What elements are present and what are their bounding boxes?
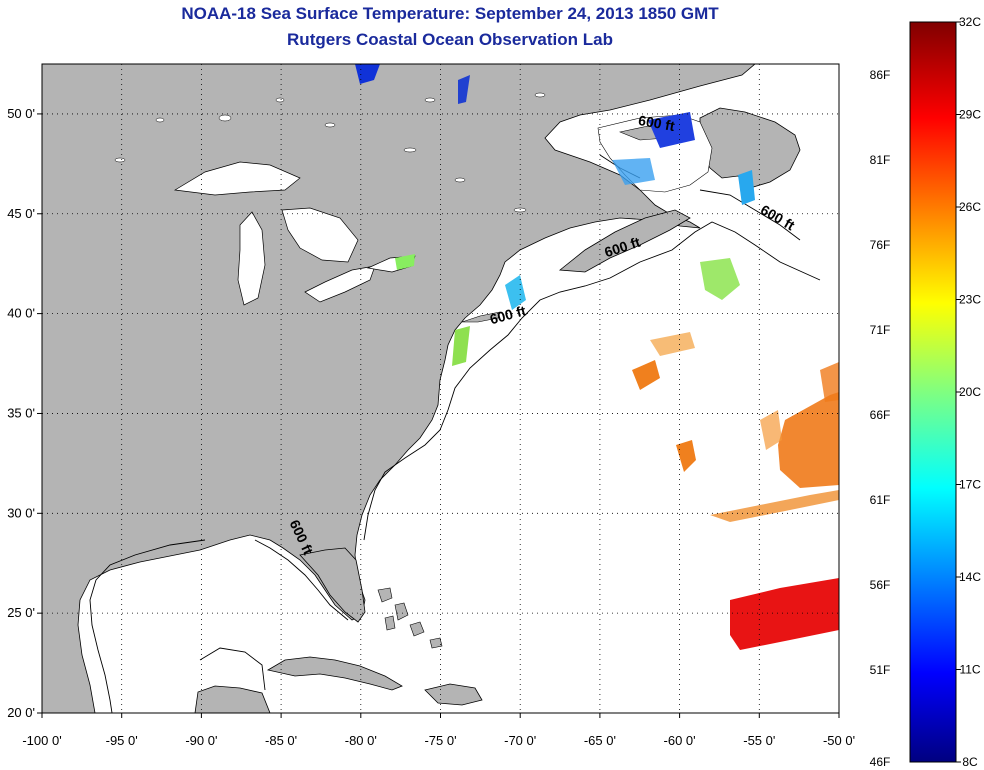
sst-patch-gulf-of-maine (505, 275, 526, 310)
lon-tick-label: -90 0' (185, 733, 217, 748)
lat-tick-label: 30 0' (7, 505, 35, 520)
lat-tick-label: 25 0' (7, 605, 35, 620)
sst-patch-hudson-bay (355, 64, 380, 84)
sst-patch-south-warm (730, 578, 839, 650)
colorbar-fahrenheit-label: 56F (870, 578, 891, 592)
longitude-axis: -100 0' -95 0' -90 0' -85 0' -80 0' -75 0' -70… (22, 713, 855, 748)
sst-patch-st-lawrence (648, 112, 695, 148)
colorbar-fahrenheit-label: 81F (870, 153, 891, 167)
great-lakes (173, 161, 416, 306)
lat-tick-label: 45 0' (7, 206, 35, 221)
sst-patch-central-1 (632, 360, 660, 390)
lon-tick-label: -60 0' (664, 733, 696, 748)
land-hispaniola (424, 683, 483, 706)
land-florida (299, 547, 366, 623)
lon-tick-label: -100 0' (22, 733, 61, 748)
colorbar-gradient (909, 21, 957, 763)
lon-tick-label: -55 0' (743, 733, 775, 748)
colorbar-celsius-label: 26C (959, 200, 981, 214)
colorbar-celsius-label: 23C (959, 293, 981, 307)
sst-patch-lake-erie (395, 254, 415, 270)
colorbar-fahrenheit-label: 71F (870, 323, 891, 337)
colorbar-fahrenheit-label: 51F (870, 663, 891, 677)
land-long-island (461, 311, 501, 323)
colorbar-celsius-label: 20C (959, 385, 981, 399)
temperature-colorbar: 86F 81F 76F 71F 66F 61F 56F 51F 46F 32C 29C 26C 23C… (870, 15, 982, 769)
sst-patch-georges-bank (700, 258, 740, 300)
map-subtitle: Rutgers Coastal Ocean Observation Lab (287, 30, 613, 49)
lon-tick-label: -85 0' (265, 733, 297, 748)
land-bahamas (377, 587, 443, 649)
lon-tick-label: -65 0' (584, 733, 616, 748)
lon-tick-label: -80 0' (345, 733, 377, 748)
land-yucatan (194, 685, 271, 713)
land-cuba (266, 656, 403, 691)
lat-tick-label: 40 0' (7, 306, 35, 321)
contour-label-600ft: 600 ft (637, 112, 676, 134)
lat-tick-label: 50 0' (7, 106, 35, 121)
colorbar-fahrenheit-labels: 86F 81F 76F 71F 66F 61F 56F 51F 46F (870, 68, 891, 769)
latitude-axis: 20 0' 25 0' 30 0' 35 0' 40 0' 45 0' 50 0' (7, 106, 42, 720)
colorbar-fahrenheit-label: 66F (870, 408, 891, 422)
colorbar-celsius-label: 11C (959, 663, 980, 677)
colorbar-fahrenheit-label: 76F (870, 238, 891, 252)
sst-patch-east-2 (820, 362, 839, 402)
colorbar-fahrenheit-label: 86F (870, 68, 891, 82)
colorbar-fahrenheit-label: 61F (870, 493, 891, 507)
small-lakes (114, 92, 546, 213)
sst-patch-central-2 (676, 440, 696, 472)
sst-patch-east-1 (760, 410, 782, 450)
sst-patch-central-3 (650, 332, 695, 356)
land-nova-scotia (558, 209, 691, 273)
lon-tick-label: -75 0' (424, 733, 456, 748)
sst-patch-gulf-stream-band (710, 490, 839, 522)
lat-tick-label: 35 0' (7, 405, 35, 420)
colorbar-celsius-label: 14C (959, 570, 981, 584)
land-newfoundland (699, 107, 801, 189)
lat-lon-grid (42, 64, 839, 713)
colorbar-celsius-label: 8C (962, 755, 978, 769)
sst-data-layer (355, 64, 839, 650)
colorbar-fahrenheit-label: 46F (870, 755, 891, 769)
sst-patch-labrador (458, 75, 470, 104)
sst-patch-newfoundland (738, 170, 755, 205)
bathymetry-contour-600ft (89, 154, 821, 713)
lon-tick-label: -95 0' (106, 733, 138, 748)
colorbar-celsius-label: 17C (959, 478, 981, 492)
sst-patch-st-lawrence-2 (612, 158, 655, 185)
lon-tick-label: -50 0' (823, 733, 855, 748)
sst-patch-gulf-stream-ne (778, 392, 839, 488)
sst-patch-mid-atlantic (452, 326, 470, 366)
colorbar-celsius-labels: 32C 29C 26C 23C 20C 17C 14C 11C 8C (956, 15, 981, 769)
colorbar-celsius-label: 32C (959, 15, 981, 29)
map-title: NOAA-18 Sea Surface Temperature: Septemb… (181, 4, 719, 23)
lon-tick-label: -70 0' (504, 733, 536, 748)
lat-tick-label: 20 0' (7, 705, 35, 720)
colorbar-celsius-label: 29C (959, 108, 981, 122)
